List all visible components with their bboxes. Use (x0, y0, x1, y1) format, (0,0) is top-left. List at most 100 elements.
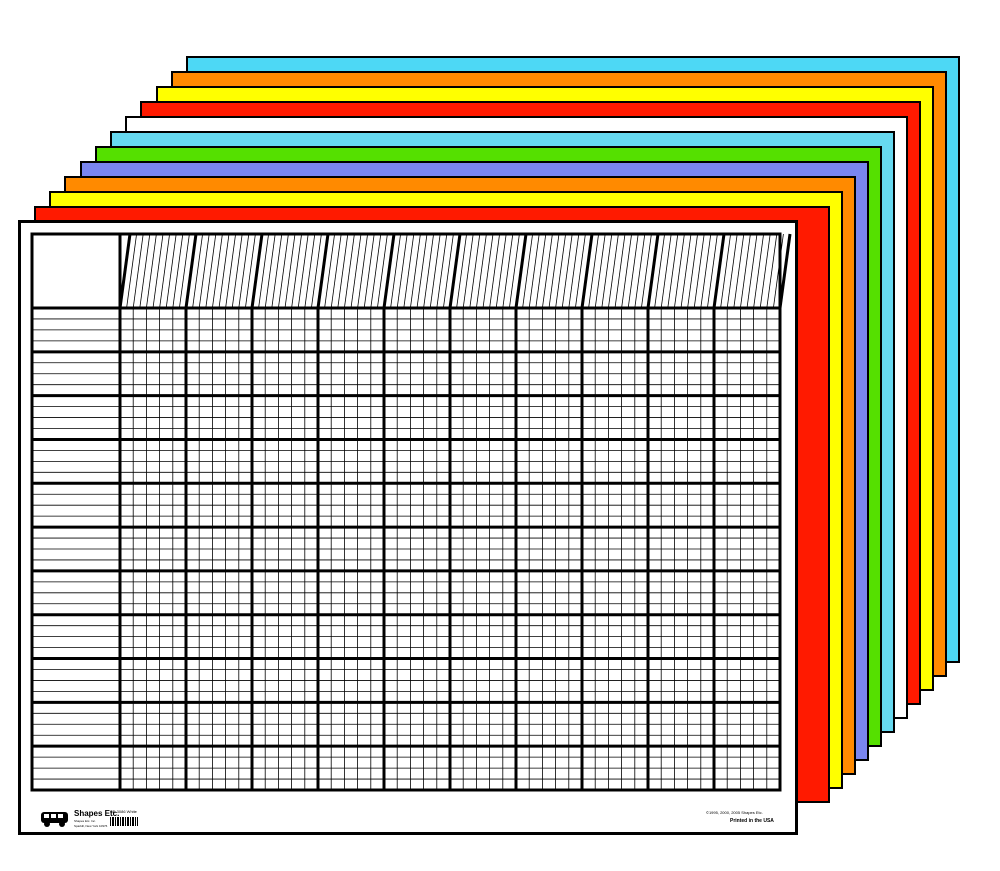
header-slant-line (733, 233, 745, 309)
header-slant-line (264, 233, 276, 309)
header-slant-line (403, 233, 415, 309)
header-slant-line (370, 233, 382, 309)
chart-sheet: Shapes Etc. Shapes Etc. Inc. Sparkill, N… (18, 220, 798, 835)
header-slant-line (535, 233, 547, 309)
header-slant-line (674, 233, 685, 309)
header-column-divider (448, 233, 462, 309)
brand-address-line2: Sparkill, New York 10976 (74, 824, 108, 828)
header-slant-line (489, 233, 500, 309)
header-slant-line (165, 233, 177, 309)
header-slant-line (297, 233, 309, 309)
header-slant-line (634, 233, 646, 309)
header-slant-line (462, 233, 474, 309)
header-slant-line (238, 233, 250, 309)
barcode-icon (110, 817, 138, 826)
header-slant-line (396, 233, 408, 309)
header-slant-line (344, 233, 355, 309)
header-column-divider (580, 233, 594, 309)
header-slant-line (291, 233, 302, 309)
header-slant-line (687, 233, 698, 309)
header-slant-line (271, 233, 283, 309)
header-slant-line (456, 233, 467, 309)
header-slant-line (179, 233, 190, 309)
header-slant-line (350, 233, 362, 309)
header-slant-line (429, 233, 441, 309)
header-slant-line (753, 233, 764, 309)
header-slant-line (660, 233, 672, 309)
header-slant-line (700, 233, 712, 309)
header-slant-line (330, 233, 342, 309)
header-slant-line (766, 233, 778, 309)
incentive-chart-grid (18, 220, 798, 835)
header-slant-line (198, 233, 210, 309)
printed-in-usa: Printed in the USA (730, 818, 774, 824)
header-slant-line (759, 233, 771, 309)
header-slant-line (693, 233, 705, 309)
header-slant-line (205, 233, 217, 309)
header-slant-line (509, 233, 520, 309)
brand-address-line1: Shapes Etc. Inc. (74, 819, 96, 823)
header-slant-line (720, 233, 731, 309)
product-code: SE-3086 White (110, 809, 137, 814)
header-slant-line (218, 233, 230, 309)
header-slant-line (627, 233, 639, 309)
header-slant-line (522, 233, 533, 309)
header-slant-line (337, 233, 349, 309)
header-slant-line (159, 233, 170, 309)
header-column-divider (646, 233, 660, 309)
header-slant-line (363, 233, 375, 309)
header-slant-line (707, 233, 718, 309)
brand-name: Shapes Etc. (74, 809, 120, 818)
copyright-text: ©1995, 2000, 2005 Shapes Etc. (706, 810, 763, 815)
header-slant-line (575, 233, 586, 309)
header-slant-line (614, 233, 626, 309)
header-slant-line (245, 233, 256, 309)
header-slant-line (278, 233, 289, 309)
header-slant-line (667, 233, 679, 309)
header-slant-line (410, 233, 421, 309)
header-column-divider (316, 233, 330, 309)
header-slant-line (132, 233, 144, 309)
header-slant-line (594, 233, 606, 309)
header-slant-line (225, 233, 236, 309)
header-slant-line (126, 233, 137, 309)
header-slant-line (436, 233, 448, 309)
header-slant-line (542, 233, 553, 309)
header-slant-line (740, 233, 751, 309)
header-slant-line (746, 233, 758, 309)
header-slant-line (212, 233, 223, 309)
shapes-logo (40, 810, 70, 828)
header-slant-line (773, 233, 784, 309)
header-slant-line (568, 233, 580, 309)
header-slant-line (258, 233, 269, 309)
header-slant-line (654, 233, 665, 309)
header-slant-line (621, 233, 632, 309)
header-slant-line (377, 233, 388, 309)
header-slant-line (139, 233, 151, 309)
header-slant-line (231, 233, 243, 309)
header-column-divider (184, 233, 198, 309)
header-slant-line (284, 233, 296, 309)
header-slant-line (495, 233, 507, 309)
header-slant-line (469, 233, 481, 309)
header-column-divider (250, 233, 264, 309)
header-slant-line (357, 233, 368, 309)
header-slant-line (423, 233, 434, 309)
header-slant-line (390, 233, 401, 309)
header-slant-line (192, 233, 203, 309)
header-slant-line (324, 233, 335, 309)
header-column-divider (118, 233, 132, 309)
header-slant-line (502, 233, 514, 309)
header-slant-line (146, 233, 157, 309)
header-column-divider (382, 233, 396, 309)
header-column-divider (712, 233, 726, 309)
header-slant-line (416, 233, 428, 309)
header-slant-line (152, 233, 164, 309)
header-slant-line (548, 233, 560, 309)
header-column-divider (514, 233, 528, 309)
header-slant-line (304, 233, 316, 309)
header-slant-line (482, 233, 494, 309)
header-slant-line (680, 233, 692, 309)
header-slant-line (528, 233, 540, 309)
header-slant-line (561, 233, 573, 309)
